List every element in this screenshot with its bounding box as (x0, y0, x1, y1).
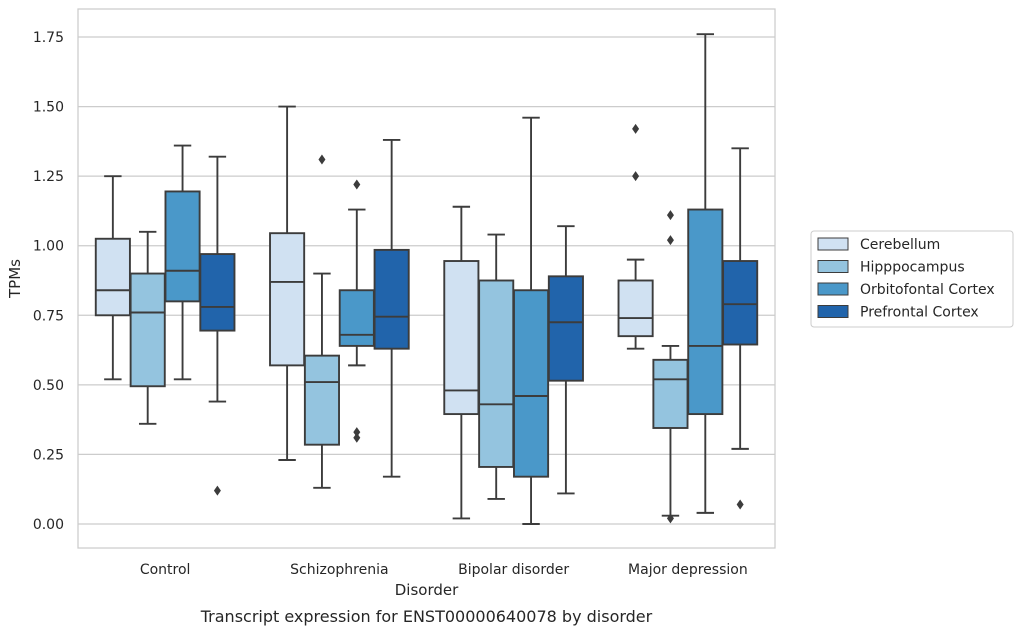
box-iqr (94, 237, 131, 317)
box-iqr (199, 253, 236, 332)
x-tick-label: Control (140, 562, 191, 578)
box-group (513, 116, 550, 525)
box-iqr (652, 358, 689, 429)
box-group (164, 144, 201, 381)
y-axis-label: TPMs (6, 259, 24, 299)
outlier-point (632, 123, 640, 134)
legend-label: Orbitofontal Cortex (860, 282, 995, 298)
outlier-point (353, 179, 361, 190)
box-iqr (547, 275, 584, 382)
x-axis-label: Disorder (395, 581, 459, 599)
box-group (617, 123, 654, 350)
x-tick-label: Schizophrenia (290, 562, 388, 578)
legend-swatch (817, 260, 849, 273)
x-axis: Control Schizophrenia Bipolar disorder Majo… (140, 562, 748, 578)
box-group (129, 230, 166, 425)
outlier-point (666, 210, 674, 221)
box-group (722, 147, 759, 510)
box-group (303, 154, 340, 489)
box-iqr (303, 354, 340, 446)
box-group (373, 139, 410, 478)
box-group (199, 155, 236, 496)
y-tick-label: 1.25 (33, 169, 64, 185)
y-tick-label: 0.50 (33, 378, 64, 394)
box-iqr (478, 279, 515, 468)
legend-label: Cerebellum (860, 237, 940, 253)
chart-caption: Transcript expression for ENST0000064007… (200, 607, 653, 626)
x-tick-label: Bipolar disorder (458, 562, 569, 578)
legend-label: Prefrontal Cortex (860, 305, 979, 321)
outlier-point (318, 154, 326, 165)
box-iqr (513, 289, 550, 478)
box-iqr (373, 248, 410, 350)
box-group (94, 175, 131, 381)
outlier-point (666, 513, 674, 524)
legend-label: Hipppocampus (860, 260, 965, 276)
legend-swatch (817, 282, 849, 296)
box-iqr (722, 260, 759, 346)
legend-frame (810, 230, 1014, 328)
box-group (687, 33, 724, 514)
box-group (652, 210, 689, 524)
y-tick-label: 0.25 (33, 447, 64, 463)
box-iqr (687, 208, 724, 416)
box-iqr (164, 190, 201, 303)
box-group (338, 179, 375, 443)
box-iqr (617, 279, 654, 338)
y-tick-label: 1.50 (33, 100, 64, 116)
legend-swatch (817, 305, 849, 318)
y-axis: 0.00 0.25 0.50 0.75 1.00 1.25 1.50 1.75 (33, 30, 64, 533)
y-tick-label: 1.00 (33, 239, 64, 255)
outlier-point (353, 432, 361, 443)
outlier-point (353, 427, 361, 438)
outlier-point (666, 235, 674, 246)
box-iqr (129, 272, 166, 388)
x-tick-label: Major depression (628, 562, 748, 578)
y-tick-label: 1.75 (33, 30, 64, 46)
box-series (94, 33, 759, 525)
box-group (269, 105, 306, 461)
plot-frame (77, 8, 776, 549)
box-iqr (443, 260, 480, 416)
box-group (547, 225, 584, 495)
box-iqr (269, 232, 306, 367)
y-tick-label: 0.75 (33, 308, 64, 324)
legend-swatch (817, 237, 849, 251)
legend: Cerebellum Hipppocampus Orbitofontal Corte… (810, 230, 1014, 328)
box-group (443, 205, 480, 520)
y-tick-label: 0.00 (33, 517, 64, 533)
box-group (478, 233, 515, 500)
outlier-point (736, 499, 744, 510)
outlier-point (213, 485, 221, 496)
outlier-point (632, 171, 640, 182)
box-iqr (338, 289, 375, 347)
